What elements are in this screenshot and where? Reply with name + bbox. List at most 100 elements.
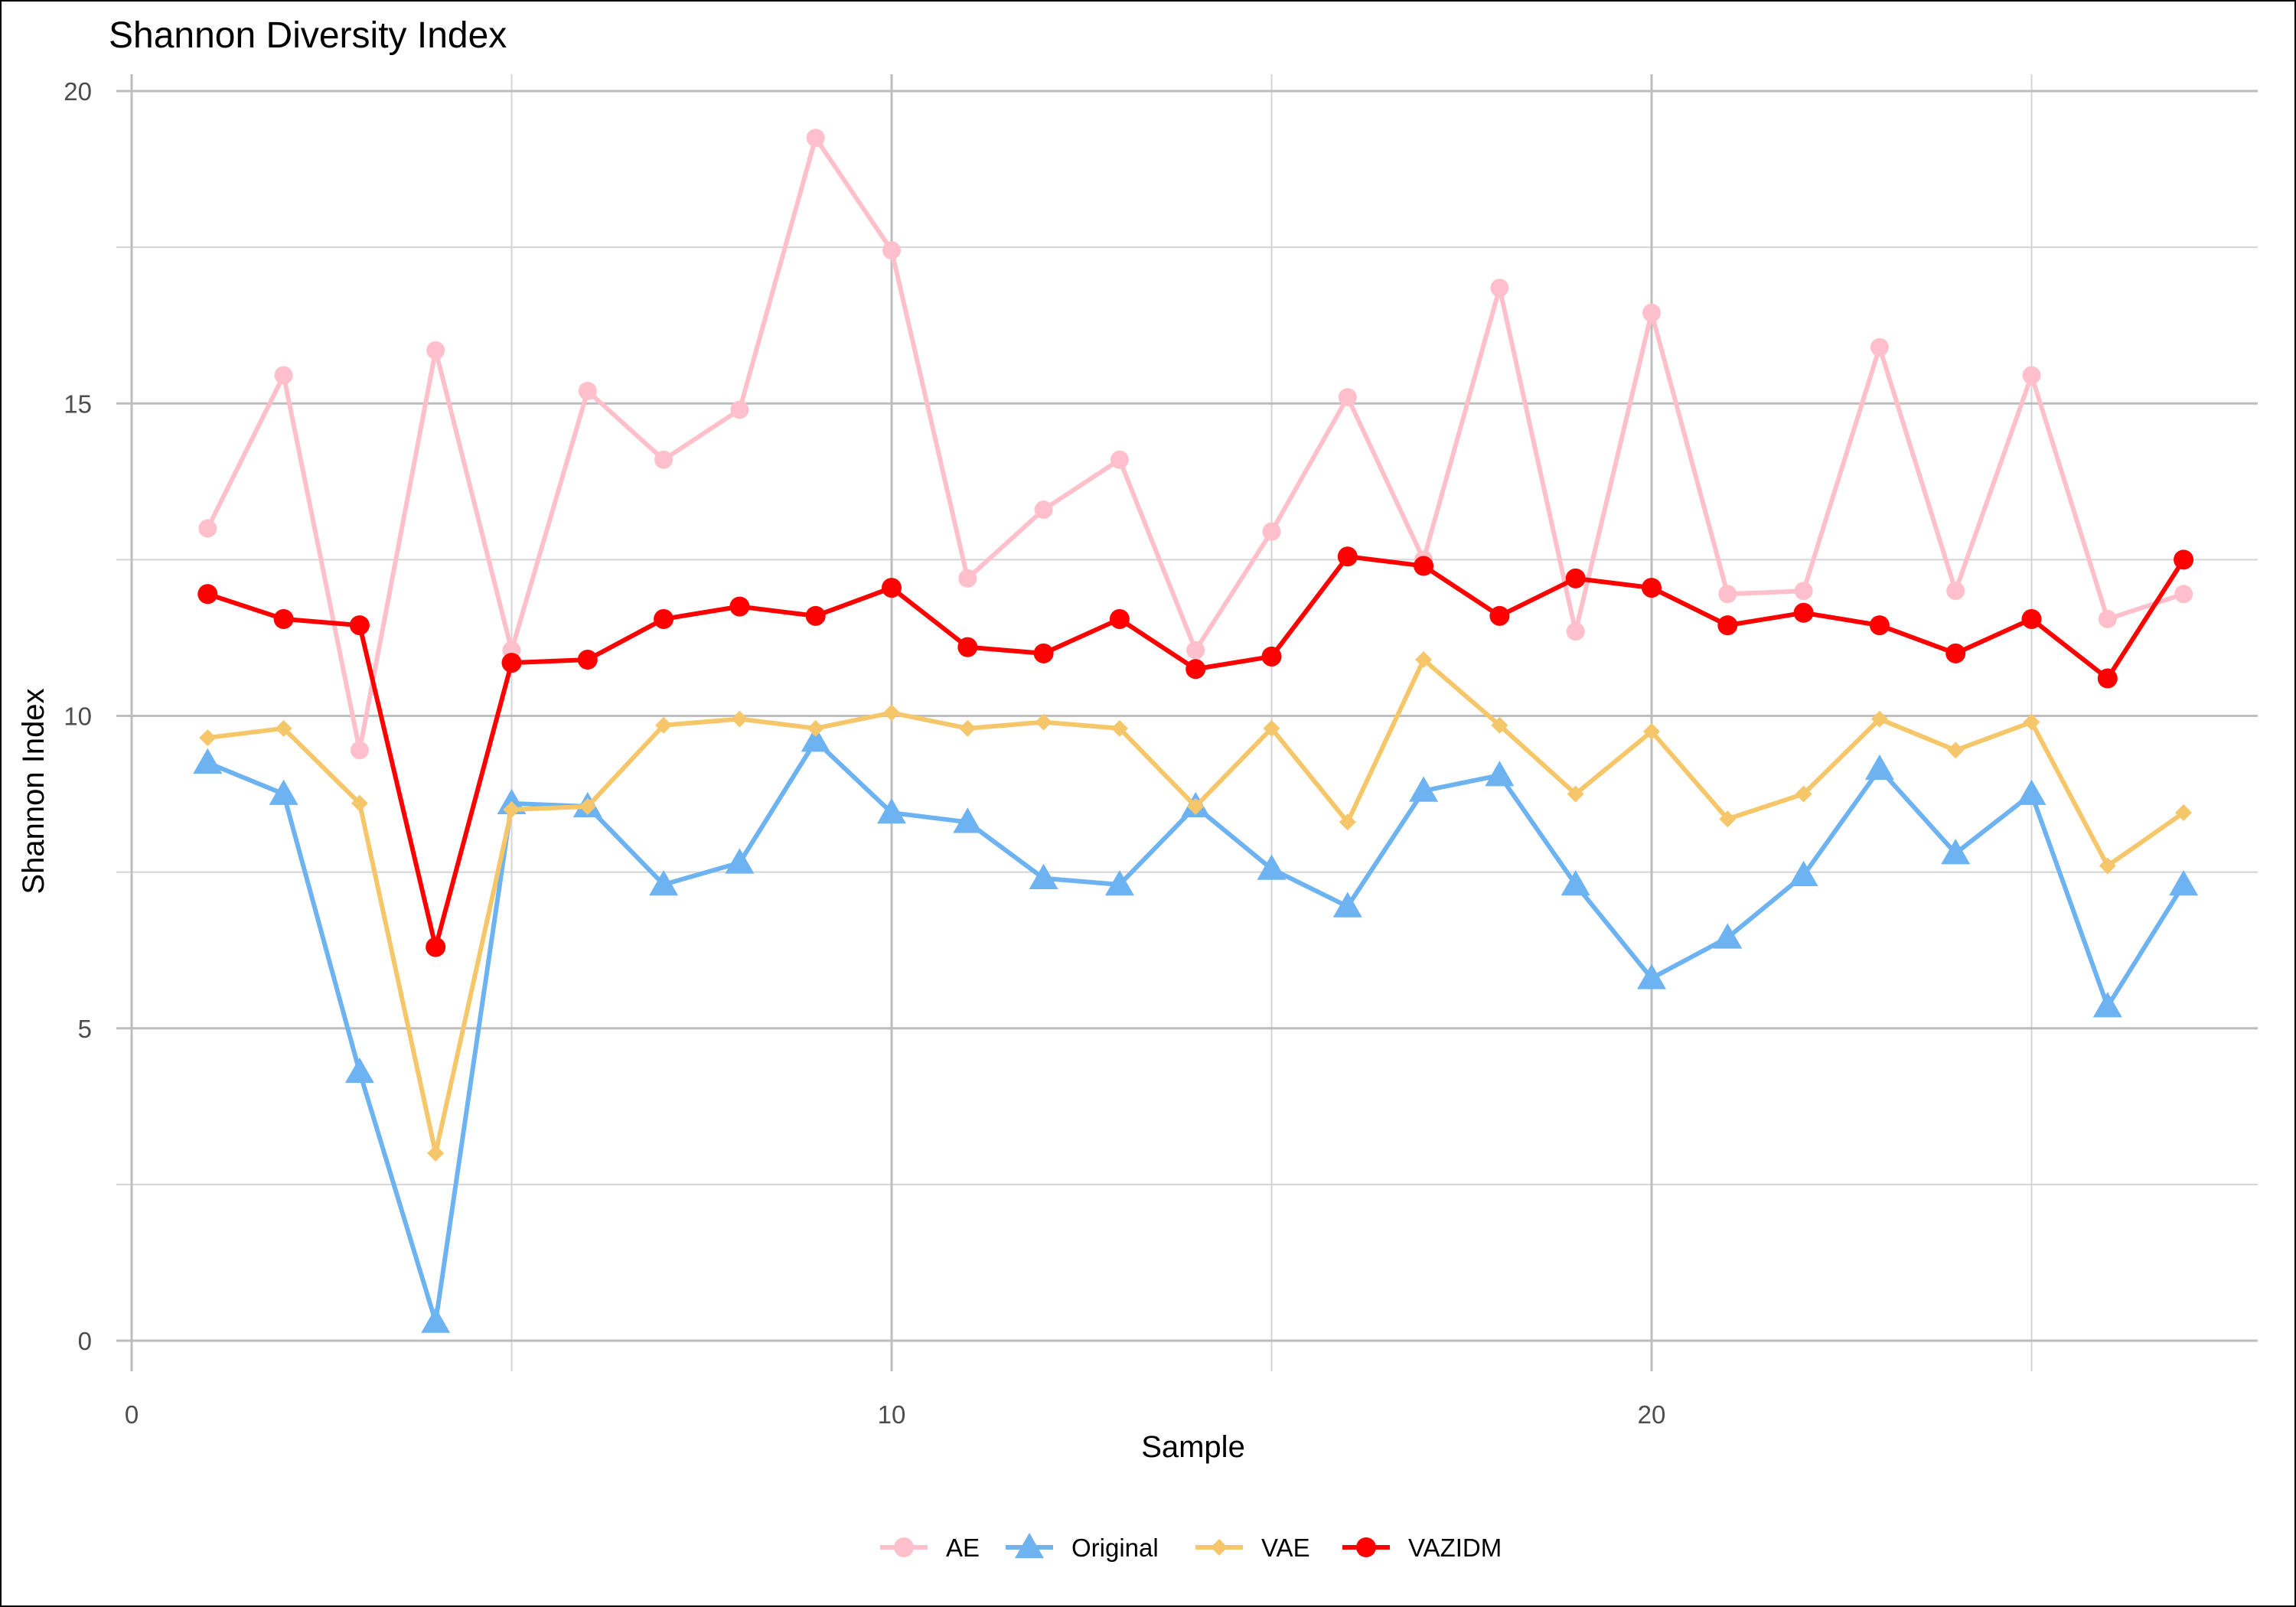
data-point [1262, 522, 1281, 541]
data-point [1642, 303, 1661, 322]
data-point [1567, 785, 1584, 803]
data-point [1947, 742, 1965, 759]
data-point [349, 615, 370, 636]
data-point [1186, 659, 1206, 680]
legend-item-ae: AE [880, 1534, 980, 1562]
legend-label: AE [946, 1534, 980, 1562]
data-point [1109, 608, 1130, 629]
data-point [654, 608, 674, 629]
legend-label: Original [1071, 1534, 1159, 1562]
x-tick-label: 20 [1638, 1400, 1666, 1429]
data-point [2017, 779, 2047, 805]
data-point [1561, 869, 1590, 896]
data-point [577, 650, 598, 670]
chart-title: Shannon Diversity Index [109, 15, 507, 56]
series-ae [198, 129, 2193, 760]
data-point [655, 716, 673, 734]
data-point [877, 798, 906, 824]
data-point [273, 608, 294, 629]
data-point [274, 366, 293, 385]
data-point [1211, 1539, 1228, 1556]
data-point [1941, 839, 1971, 865]
data-point [2022, 366, 2041, 385]
data-point [883, 704, 900, 722]
y-tick-label: 10 [64, 702, 92, 731]
data-point [426, 341, 445, 360]
data-point [197, 584, 218, 605]
data-point [1643, 722, 1660, 740]
data-point [958, 569, 977, 588]
data-point [807, 719, 824, 737]
data-point [199, 729, 217, 747]
data-point [1339, 813, 1356, 831]
data-point [1015, 1533, 1044, 1559]
data-point [1034, 500, 1053, 520]
y-tick-label: 20 [64, 77, 92, 106]
y-tick-labels: 0 5 10 15 20 [64, 77, 92, 1355]
series-line [207, 657, 2185, 1156]
data-point [579, 797, 596, 815]
data-point [426, 937, 446, 957]
data-point [1332, 892, 1362, 918]
data-point [1945, 643, 1966, 663]
x-tick-label: 10 [878, 1400, 906, 1429]
data-point [1110, 719, 1128, 737]
data-point [427, 1145, 445, 1162]
data-point [1793, 602, 1814, 623]
data-point [503, 800, 520, 818]
x-tick-labels: 0 10 20 [125, 1400, 1666, 1429]
data-point [351, 794, 368, 812]
data-point [193, 748, 223, 774]
data-point [2174, 549, 2194, 570]
data-point [1864, 754, 1894, 781]
data-point [1789, 860, 1818, 886]
data-point [1717, 615, 1738, 636]
data-point [1637, 963, 1666, 989]
data-point [1795, 785, 1812, 803]
data-point [805, 605, 826, 626]
y-axis-title: Shannon Index [17, 688, 51, 894]
data-point [578, 381, 597, 400]
series-original [193, 726, 2199, 1333]
data-point [1719, 810, 1737, 828]
grid-lines [116, 74, 2258, 1371]
data-point [957, 637, 978, 657]
data-point [725, 848, 755, 874]
data-point [654, 450, 673, 469]
data-point [2174, 585, 2193, 604]
data-point [350, 741, 369, 760]
data-point [198, 519, 217, 538]
data-point [421, 1307, 451, 1333]
data-point [730, 400, 749, 419]
data-point [2092, 992, 2122, 1018]
data-point [731, 710, 748, 728]
data-point [1263, 719, 1280, 737]
legend-item-vae: VAE [1195, 1534, 1310, 1562]
data-point [1033, 643, 1054, 663]
data-point [2175, 804, 2193, 822]
data-point [953, 807, 983, 833]
data-point [1870, 337, 1889, 357]
data-point [1794, 582, 1813, 601]
y-tick-label: 5 [78, 1015, 92, 1043]
data-point [275, 719, 292, 737]
data-point [649, 869, 679, 896]
data-point [894, 1537, 914, 1557]
data-point [1035, 713, 1052, 731]
legend-label: VAZIDM [1408, 1534, 1502, 1562]
data-point [1415, 651, 1433, 669]
data-point [1261, 646, 1282, 667]
legend-label: VAE [1261, 1534, 1310, 1562]
data-point [1489, 605, 1510, 626]
series-layer [193, 129, 2199, 1333]
data-point [269, 779, 298, 805]
data-point [1110, 450, 1129, 469]
data-point [806, 129, 825, 148]
series-vazidm [197, 546, 2194, 957]
data-point [1356, 1537, 1376, 1557]
data-point [1642, 578, 1662, 598]
data-point [801, 726, 830, 752]
data-point [2169, 869, 2199, 896]
